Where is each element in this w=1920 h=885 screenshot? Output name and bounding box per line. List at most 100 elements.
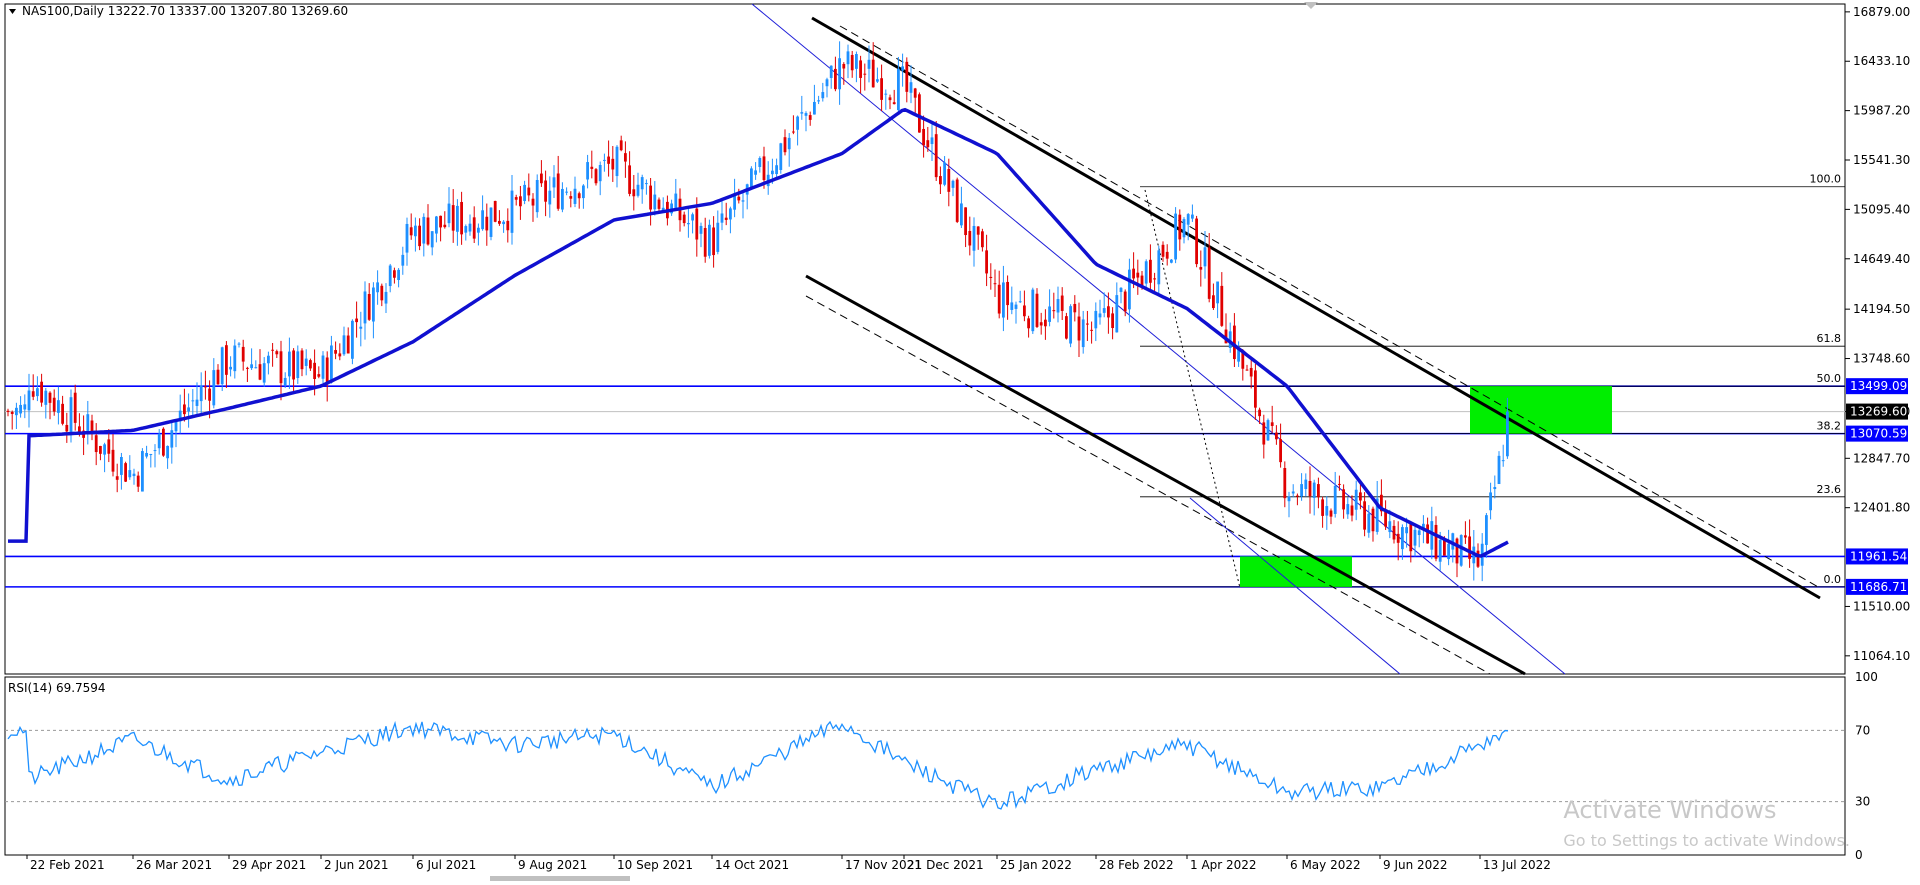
candle-body[interactable] (1052, 310, 1056, 312)
lower-channel-line[interactable] (805, 274, 1526, 676)
candle-body[interactable] (90, 420, 94, 434)
candle-body[interactable] (330, 345, 333, 383)
candle-body[interactable] (1161, 244, 1165, 257)
candle-body[interactable] (779, 143, 783, 170)
candle-body[interactable] (1199, 267, 1203, 270)
candle-body[interactable] (1090, 329, 1093, 331)
candle-body[interactable] (1493, 487, 1497, 490)
candle-body[interactable] (1174, 213, 1177, 260)
candle-body[interactable] (1485, 515, 1488, 545)
candle-body[interactable] (1401, 527, 1404, 550)
candle-body[interactable] (1468, 536, 1471, 559)
candle-body[interactable] (107, 439, 111, 454)
candle-body[interactable] (78, 426, 81, 435)
candle-body[interactable] (930, 137, 934, 145)
candle-body[interactable] (1178, 214, 1182, 240)
candle-body[interactable] (321, 355, 325, 379)
candle-body[interactable] (1329, 510, 1333, 517)
candle-body[interactable] (741, 200, 745, 202)
candle-body[interactable] (229, 366, 232, 370)
candle-body[interactable] (233, 345, 237, 372)
candle-body[interactable] (1388, 521, 1392, 533)
candle-body[interactable] (489, 207, 493, 237)
candle-body[interactable] (162, 428, 165, 456)
candle-body[interactable] (296, 351, 300, 379)
candle-body[interactable] (607, 156, 610, 164)
candle-body[interactable] (1073, 303, 1077, 313)
candle-body[interactable] (787, 137, 791, 150)
candle-body[interactable] (401, 254, 405, 266)
inner-trend-line[interactable] (751, 3, 1566, 675)
candle-body[interactable] (909, 82, 913, 93)
candle-body[interactable] (1035, 293, 1039, 327)
candle-body[interactable] (1191, 214, 1194, 219)
candle-body[interactable] (409, 227, 413, 236)
candle-body[interactable] (195, 399, 199, 406)
candle-body[interactable] (460, 201, 463, 235)
candle-body[interactable] (531, 198, 535, 206)
candle-body[interactable] (1119, 287, 1123, 292)
candle-body[interactable] (216, 369, 220, 385)
candle-body[interactable] (1224, 329, 1228, 344)
candle-body[interactable] (1136, 272, 1140, 278)
candle-body[interactable] (1405, 527, 1408, 534)
candle-body[interactable] (1409, 524, 1413, 552)
candle-body[interactable] (1203, 247, 1207, 267)
candle-body[interactable] (1489, 492, 1492, 511)
candle-body[interactable] (1048, 306, 1051, 322)
candle-body[interactable] (594, 169, 598, 184)
candle-body[interactable] (821, 92, 825, 99)
candle-body[interactable] (1111, 313, 1114, 329)
candle-body[interactable] (1249, 367, 1253, 377)
candle-body[interactable] (44, 390, 48, 405)
candle-body[interactable] (262, 363, 266, 383)
candle-body[interactable] (246, 367, 249, 369)
candle-body[interactable] (367, 294, 371, 320)
candle-body[interactable] (947, 169, 951, 192)
candle-body[interactable] (733, 193, 736, 210)
candle-body[interactable] (1434, 524, 1438, 559)
candle-body[interactable] (1354, 489, 1358, 510)
candle-body[interactable] (1220, 285, 1224, 326)
candle-body[interactable] (225, 345, 228, 375)
candle-body[interactable] (1333, 485, 1337, 514)
candle-body[interactable] (1023, 305, 1026, 317)
candle-body[interactable] (691, 214, 694, 221)
candle-body[interactable] (960, 203, 963, 226)
candle-body[interactable] (703, 228, 707, 257)
candle-body[interactable] (157, 433, 161, 449)
candle-body[interactable] (1237, 347, 1240, 362)
candle-body[interactable] (674, 193, 678, 210)
candle-body[interactable] (166, 445, 169, 459)
candle-body[interactable] (346, 335, 350, 354)
candle-body[interactable] (86, 414, 90, 434)
candle-body[interactable] (384, 291, 388, 304)
candle-body[interactable] (1342, 489, 1345, 510)
candle-body[interactable] (514, 197, 518, 200)
candle-body[interactable] (376, 282, 379, 293)
candle-body[interactable] (972, 225, 976, 251)
candle-body[interactable] (325, 357, 329, 385)
candle-body[interactable] (552, 177, 556, 188)
candle-body[interactable] (712, 227, 715, 256)
candle-body[interactable] (808, 115, 812, 120)
candle-body[interactable] (762, 156, 766, 181)
candle-body[interactable] (1241, 350, 1245, 369)
candle-body[interactable] (502, 221, 505, 225)
candle-body[interactable] (174, 421, 178, 432)
candle-body[interactable] (334, 350, 337, 354)
candle-body[interactable] (430, 231, 434, 248)
candle-body[interactable] (859, 60, 862, 78)
candle-body[interactable] (968, 230, 972, 246)
candle-body[interactable] (699, 225, 703, 234)
candle-body[interactable] (1422, 523, 1425, 530)
candle-body[interactable] (1275, 432, 1278, 440)
candle-body[interactable] (846, 51, 850, 65)
candle-body[interactable] (153, 450, 157, 452)
inner-trend-line-2[interactable] (1189, 497, 1401, 675)
candle-body[interactable] (10, 411, 14, 414)
candle-body[interactable] (1447, 543, 1450, 560)
candle-body[interactable] (1270, 422, 1274, 426)
candle-body[interactable] (628, 165, 631, 194)
candle-body[interactable] (1375, 498, 1379, 532)
